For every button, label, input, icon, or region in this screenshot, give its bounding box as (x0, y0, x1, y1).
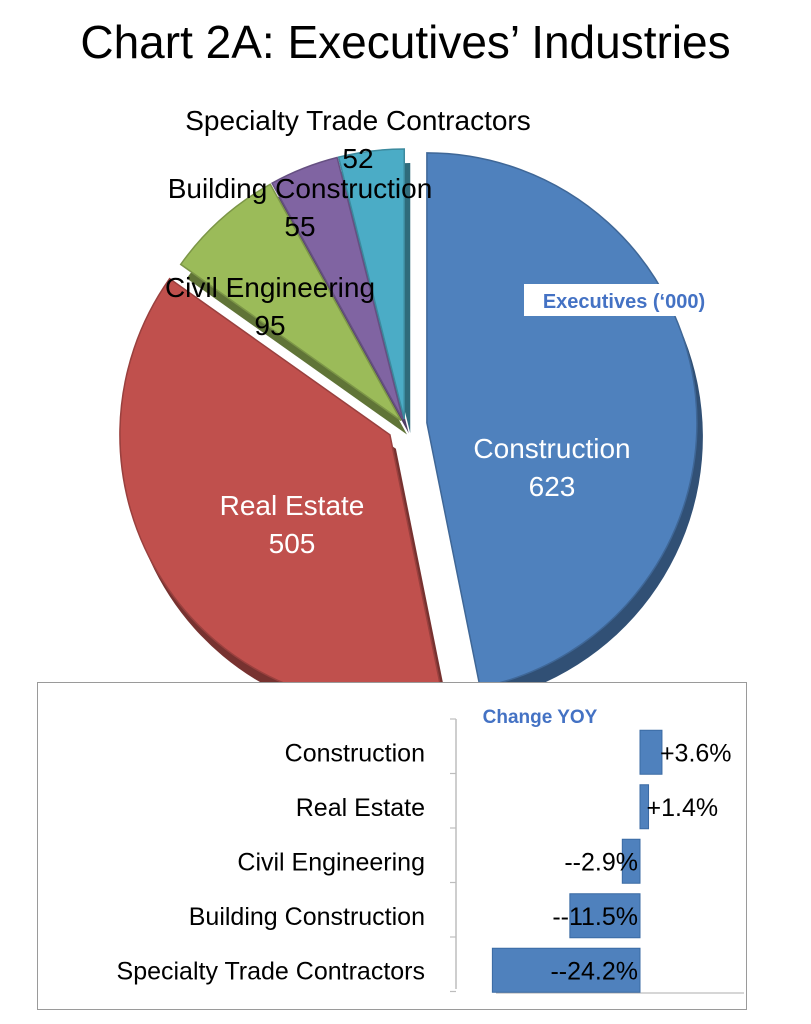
bar-category-construction: Construction (285, 739, 425, 767)
bar-category-real-estate: Real Estate (296, 794, 425, 822)
pie-value-building-construction: 55 (284, 211, 315, 242)
bar-value-construction: +3.6% (660, 739, 732, 767)
bar-specialty-trade-contractors (491, 947, 641, 993)
pie-label-real-estate: Real Estate (220, 490, 365, 521)
pie-chart: Construction 623 Real Estate 505 Civil Engin… (119, 105, 724, 700)
bar-chart: Change YOY Construction +3.6% Real Estate +1… (117, 707, 744, 994)
pie-label-civil-engineering: Civil Engineering (165, 272, 375, 303)
pie-value-specialty-trade-contractors: 52 (342, 143, 373, 174)
pie-slice-building-construction (271, 156, 404, 420)
bar-value-specialty-trade-contractors: --24.2% (550, 957, 638, 985)
bar-civil-engineering (621, 838, 641, 884)
bar-value-building-construction: --11.5% (552, 903, 638, 931)
bar-building-construction (569, 893, 641, 939)
pie-slice-civil-engineering (179, 183, 402, 422)
bar-category-building-construction: Building Construction (189, 903, 425, 931)
bar-value-civil-engineering: --2.9% (564, 848, 638, 876)
bar-legend-label: Change YOY (483, 707, 598, 728)
bar-real-estate (639, 784, 650, 830)
pie-value-civil-engineering: 95 (254, 310, 285, 341)
pie-slice-specialty-trade-contractors (337, 148, 406, 420)
bar-category-civil-engineering: Civil Engineering (237, 848, 425, 876)
change-yoy-panel: Change YOY Construction +3.6% Real Estate +1… (37, 682, 747, 1010)
pie-label-building-construction: Building Construction (168, 173, 433, 204)
pie-label-specialty-trade-contractors: Specialty Trade Contractors (185, 105, 531, 136)
pie-value-real-estate: 505 (269, 528, 316, 559)
pie-legend-label: Executives (‘000) (543, 291, 705, 313)
pie-slice-construction (426, 152, 698, 689)
bar-construction (639, 729, 663, 775)
pie-legend-box (524, 284, 724, 316)
bar-category-specialty-trade-contractors: Specialty Trade Contractors (117, 957, 425, 985)
pie-label-construction: Construction (473, 433, 630, 464)
pie-slice-real-estate (119, 277, 444, 700)
chart-title: Chart 2A: Executives’ Industries (80, 16, 731, 68)
pie-value-construction: 623 (529, 471, 576, 502)
bar-value-real-estate: +1.4% (647, 794, 719, 822)
